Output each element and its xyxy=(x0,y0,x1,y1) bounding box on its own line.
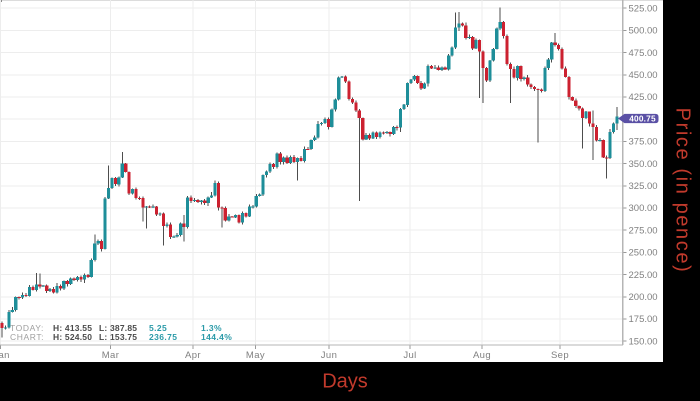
svg-text:1.3%: 1.3% xyxy=(201,323,222,333)
svg-text:150.00: 150.00 xyxy=(629,336,658,347)
svg-text:144.4%: 144.4% xyxy=(201,332,232,342)
svg-text:H: 524.50: H: 524.50 xyxy=(53,332,92,342)
svg-text:5.25: 5.25 xyxy=(149,323,167,333)
svg-text:Jun: Jun xyxy=(321,350,338,361)
svg-text:Sep: Sep xyxy=(551,350,569,361)
svg-text:300.00: 300.00 xyxy=(629,203,658,214)
svg-text:May: May xyxy=(246,350,265,361)
svg-text:TODAY:: TODAY: xyxy=(10,323,44,333)
svg-text:375.00: 375.00 xyxy=(629,137,658,148)
svg-text:L: 387.85: L: 387.85 xyxy=(99,323,137,333)
svg-text:Aug: Aug xyxy=(473,350,491,361)
svg-text:250.00: 250.00 xyxy=(629,248,658,259)
svg-text:450.00: 450.00 xyxy=(629,70,658,81)
svg-text:500.00: 500.00 xyxy=(629,26,658,37)
svg-text:350.00: 350.00 xyxy=(629,159,658,170)
svg-text:CHART:: CHART: xyxy=(10,332,44,342)
svg-text:Days: Days xyxy=(322,371,368,393)
svg-text:200.00: 200.00 xyxy=(629,292,658,303)
svg-text:325.00: 325.00 xyxy=(629,181,658,192)
svg-text:Price (in pence): Price (in pence) xyxy=(672,108,694,274)
svg-text:Jan: Jan xyxy=(0,350,10,361)
svg-text:L: 153.75: L: 153.75 xyxy=(99,332,137,342)
svg-text:Mar: Mar xyxy=(102,350,120,361)
svg-text:Apr: Apr xyxy=(185,350,201,361)
svg-text:236.75: 236.75 xyxy=(149,332,177,342)
svg-text:400.75: 400.75 xyxy=(629,114,656,124)
svg-text:475.00: 475.00 xyxy=(629,48,658,59)
svg-text:525.00: 525.00 xyxy=(629,3,658,14)
svg-text:175.00: 175.00 xyxy=(629,314,658,325)
svg-text:H: 413.55: H: 413.55 xyxy=(53,323,92,333)
svg-text:225.00: 225.00 xyxy=(629,270,658,281)
svg-text:275.00: 275.00 xyxy=(629,225,658,236)
svg-text:Jul: Jul xyxy=(403,350,416,361)
svg-text:425.00: 425.00 xyxy=(629,92,658,103)
